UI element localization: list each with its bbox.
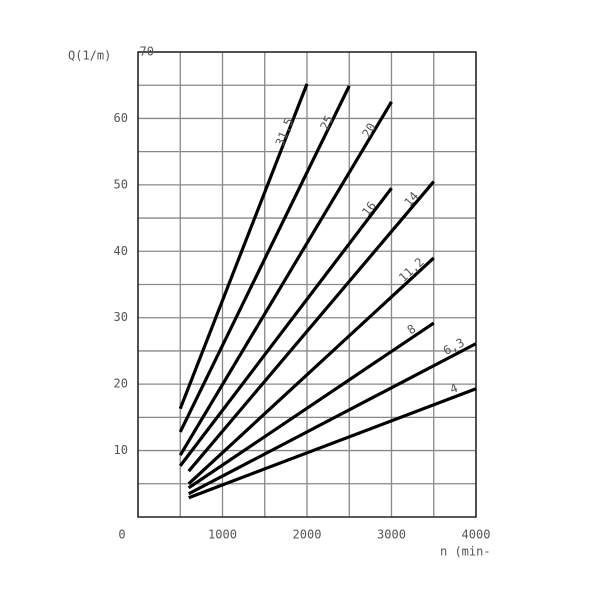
series-label: 6,3 (441, 335, 467, 357)
plot-frame (137, 51, 477, 518)
y-tick-label: 70 (140, 45, 154, 59)
series-line (187, 321, 435, 490)
x-axis-label: n (min- (440, 545, 491, 559)
x-tick-label: 1000 (208, 528, 237, 542)
series-label: 20 (359, 121, 378, 141)
series-line (178, 83, 309, 410)
x-tick-label: 0 (118, 528, 125, 542)
y-tick-label: 20 (114, 377, 128, 391)
series-line (187, 180, 435, 473)
series-label: 31,5 (273, 116, 297, 148)
series-line (178, 101, 393, 457)
series-line (178, 85, 351, 433)
x-tick-label: 4000 (462, 528, 491, 542)
series-line (188, 387, 477, 500)
series-label: 4 (448, 381, 460, 397)
series-label: 16 (359, 199, 379, 219)
series-line (178, 187, 393, 467)
series-line (187, 342, 477, 496)
x-tick-label: 2000 (293, 528, 322, 542)
y-tick-label: 60 (114, 111, 128, 125)
y-axis-label: Q(1/m) (68, 49, 111, 63)
x-tick-label: 3000 (377, 528, 406, 542)
y-tick-label: 10 (114, 443, 128, 457)
y-tick-label: 50 (114, 177, 128, 191)
y-tick-label: 40 (114, 244, 128, 258)
series-label: 14 (401, 189, 421, 209)
series-line (187, 256, 435, 485)
y-tick-label: 30 (114, 310, 128, 324)
series-label: 25 (317, 113, 336, 132)
